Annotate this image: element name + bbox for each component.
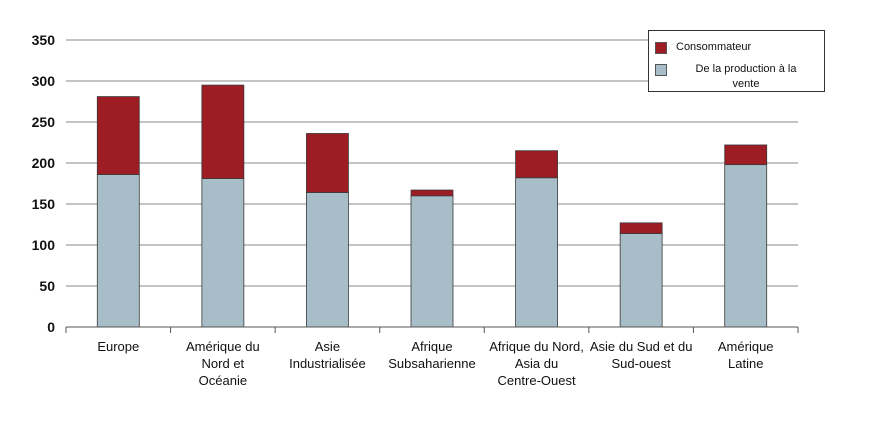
x-category-label: Afrique du Nord, bbox=[489, 339, 584, 354]
bar-segment-production bbox=[515, 177, 558, 328]
bar-segment-production bbox=[619, 233, 663, 328]
y-tick-label: 0 bbox=[47, 319, 55, 335]
legend-swatch-consommateur bbox=[655, 42, 667, 54]
legend: Consommateur De la production à la vente bbox=[648, 30, 825, 92]
bar-segment-production bbox=[201, 178, 245, 328]
bar-segment-consommateur bbox=[96, 96, 140, 175]
legend-label-production-line2: vente bbox=[732, 78, 760, 90]
y-tick-label: 150 bbox=[32, 196, 56, 212]
y-tick-label: 100 bbox=[32, 237, 56, 253]
x-category-label: Afrique bbox=[411, 339, 452, 354]
bar-segment-consommateur bbox=[201, 84, 245, 179]
x-category-label: Asie bbox=[315, 339, 340, 354]
x-category-label: Amérique du bbox=[186, 339, 260, 354]
legend-item-production: De la production à la vente bbox=[655, 62, 816, 92]
x-category-label: Centre-Ouest bbox=[498, 373, 576, 388]
x-category-label: Subsaharienne bbox=[388, 356, 475, 371]
bar-segment-consommateur bbox=[724, 144, 768, 166]
legend-label-production-line1: De la production à la bbox=[695, 63, 797, 75]
bar-segment-consommateur bbox=[619, 222, 663, 234]
x-category-label: Nord et bbox=[202, 356, 245, 371]
bars bbox=[96, 84, 768, 328]
bar-segment-production bbox=[410, 195, 454, 328]
x-category-label: Industrialisée bbox=[289, 356, 366, 371]
x-category-label: Amérique bbox=[718, 339, 774, 354]
x-category-label: Sud-ouest bbox=[612, 356, 672, 371]
x-axis-category-labels: Europe Amérique du Nord et Océanie Asie Indus… bbox=[97, 339, 773, 388]
x-category-label: Europe bbox=[97, 339, 139, 354]
x-category-label: Asie du Sud et du bbox=[590, 339, 693, 354]
legend-label-consommateur: Consommateur bbox=[676, 41, 752, 53]
bar-segment-consommateur bbox=[306, 133, 349, 193]
x-category-label: Latine bbox=[728, 356, 763, 371]
y-tick-label: 50 bbox=[39, 278, 55, 294]
bar-segment-consommateur bbox=[515, 150, 558, 179]
bar-segment-production bbox=[96, 174, 140, 328]
y-tick-label: 300 bbox=[32, 73, 56, 89]
y-tick-label: 200 bbox=[32, 155, 56, 171]
x-category-label: Océanie bbox=[199, 373, 247, 388]
x-axis bbox=[65, 326, 799, 333]
y-tick-label: 350 bbox=[32, 32, 56, 48]
legend-item-consommateur: Consommateur bbox=[655, 40, 816, 55]
y-axis-ticks: 0 50 100 150 200 250 300 350 bbox=[32, 32, 56, 335]
legend-swatch-production bbox=[655, 64, 667, 76]
bar-segment-production bbox=[306, 192, 349, 328]
y-tick-label: 250 bbox=[32, 114, 56, 130]
bar-segment-consommateur bbox=[410, 189, 454, 197]
x-category-label: Asia du bbox=[515, 356, 558, 371]
legend-label-production: De la production à la vente bbox=[676, 62, 816, 92]
bar-segment-production bbox=[724, 164, 768, 328]
